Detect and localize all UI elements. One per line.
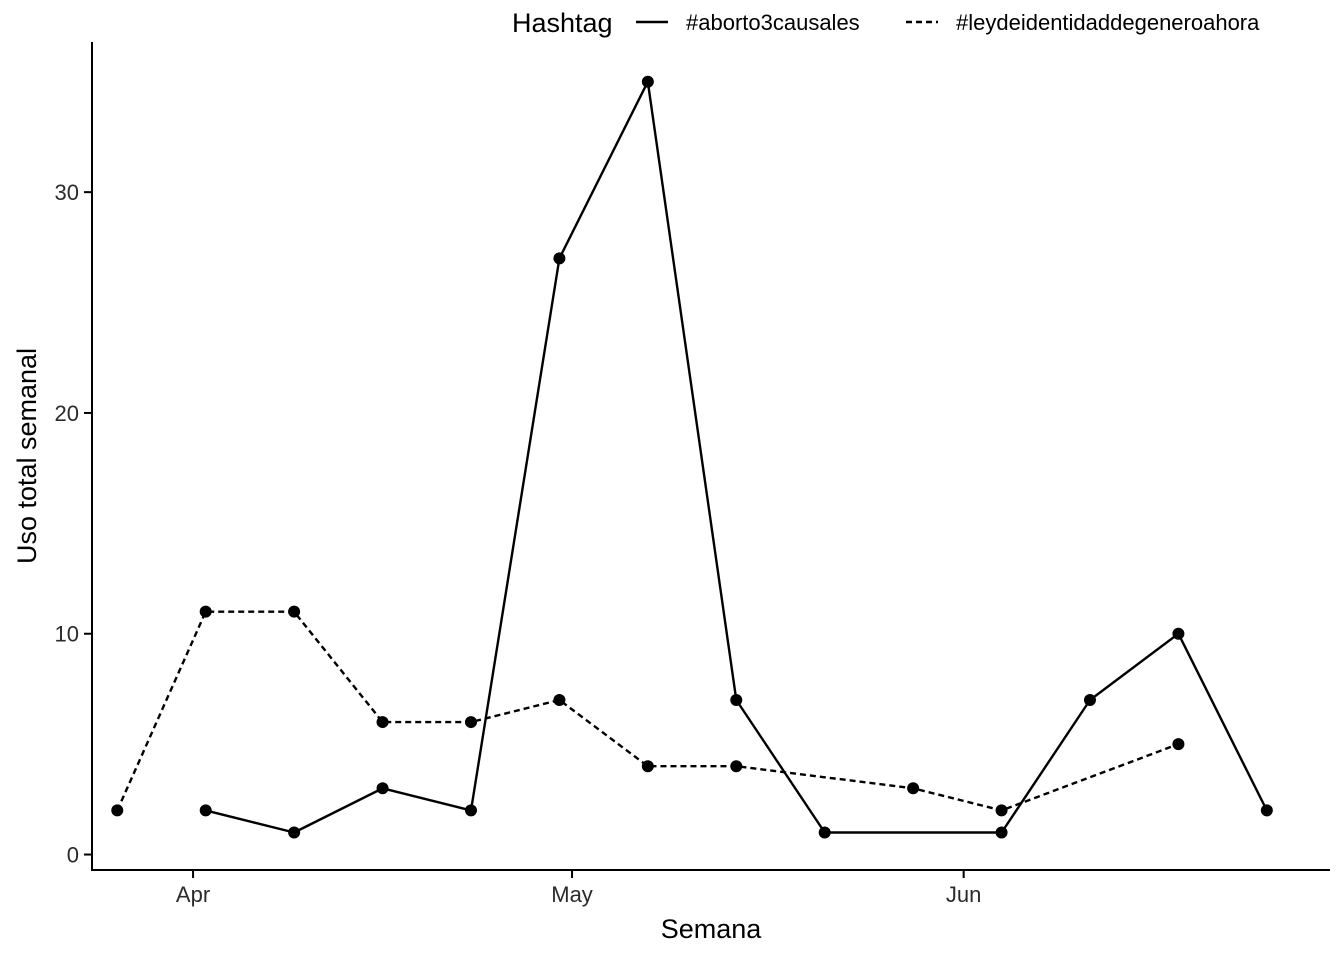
series-1-point-2	[376, 782, 389, 795]
series-line-1	[205, 80, 1268, 834]
legend: Hashtag #aborto3causales #leydeidentidad…	[512, 8, 1260, 38]
x-axis-title: Semana	[661, 914, 763, 944]
x-tick-label-0: Apr	[176, 882, 210, 907]
series-line-2	[116, 610, 1179, 812]
series-1-point-6	[730, 693, 743, 706]
y-tick-label-1: 10	[55, 622, 79, 647]
legend-title: Hashtag	[512, 8, 613, 38]
series-1-point-7	[818, 826, 831, 839]
y-tick-label-0: 0	[67, 843, 79, 868]
series-1-point-0	[199, 804, 212, 817]
series-2-point-3	[376, 716, 389, 729]
series-1-point-3	[464, 804, 477, 817]
series-1-point-9	[1083, 693, 1096, 706]
x-tick-label-2: Jun	[946, 882, 981, 907]
legend-label-series-1: #aborto3causales	[686, 10, 860, 35]
series-2-point-4	[464, 716, 477, 729]
legend-label-series-2: #leydeidentidaddegeneroahora	[956, 10, 1260, 35]
series-layer	[111, 75, 1273, 839]
y-axis-title: Uso total semanal	[12, 348, 42, 564]
series-2-point-2	[288, 605, 301, 618]
series-1-point-4	[553, 252, 566, 265]
y-tick-label-3: 30	[55, 180, 79, 205]
series-2-point-0	[111, 804, 124, 817]
series-2-point-10	[1172, 738, 1185, 751]
series-1-point-8	[995, 826, 1008, 839]
series-2-point-1	[199, 605, 212, 618]
series-1-point-5	[641, 75, 654, 88]
series-2-point-6	[641, 760, 654, 773]
x-axis-ticks: Apr May Jun	[176, 870, 981, 907]
series-1-point-10	[1172, 627, 1185, 640]
series-2-point-8	[907, 782, 920, 795]
series-2-point-9	[995, 804, 1008, 817]
series-1-point-11	[1260, 804, 1273, 817]
x-tick-label-1: May	[551, 882, 593, 907]
series-1-point-1	[288, 826, 301, 839]
series-2-point-7	[730, 760, 743, 773]
y-axis-ticks: 0 10 20 30	[55, 180, 92, 868]
series-2-point-5	[553, 693, 566, 706]
y-tick-label-2: 20	[55, 401, 79, 426]
